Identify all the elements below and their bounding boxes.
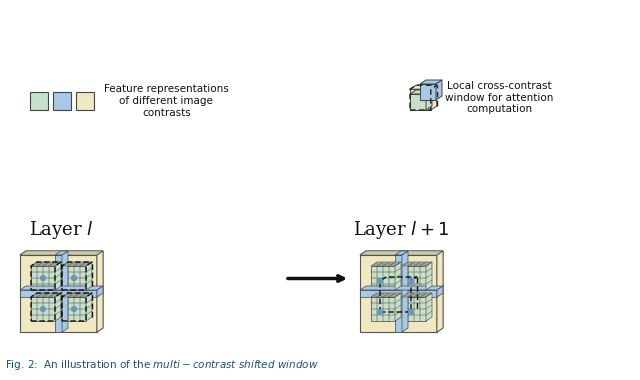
Bar [360,255,437,332]
Polygon shape [426,262,432,290]
Polygon shape [20,251,103,255]
Text: Local cross-contrast
window for attention
computation: Local cross-contrast window for attentio… [445,81,553,114]
Bar [62,266,86,290]
Circle shape [40,276,45,280]
Polygon shape [402,293,432,297]
Polygon shape [426,293,432,321]
Polygon shape [62,293,92,297]
Polygon shape [402,251,408,332]
Circle shape [408,309,413,315]
Polygon shape [55,262,61,290]
Polygon shape [410,90,432,94]
Bar [410,89,431,110]
Bar [20,290,97,297]
Bar [420,84,436,100]
Polygon shape [86,262,92,290]
Bar [62,297,86,321]
Polygon shape [436,80,442,100]
Bar [402,266,426,290]
Bar [360,290,437,297]
Polygon shape [426,90,432,110]
Bar [395,255,402,332]
Polygon shape [371,262,401,266]
Polygon shape [437,286,443,297]
Circle shape [72,307,77,312]
Polygon shape [420,80,442,84]
Polygon shape [402,262,432,266]
Polygon shape [20,251,103,255]
Text: Feature representations
of different image
contrasts: Feature representations of different ima… [104,84,228,117]
Bar [410,94,426,110]
Polygon shape [97,286,103,297]
Polygon shape [20,286,103,290]
Bar [30,92,48,110]
Polygon shape [62,262,92,266]
Bar [402,297,426,321]
Text: Layer $l$: Layer $l$ [29,219,94,241]
Circle shape [378,309,383,315]
Bar [76,92,94,110]
Polygon shape [395,251,408,255]
Text: Layer $l+1$: Layer $l+1$ [353,219,450,241]
Polygon shape [97,251,103,332]
Polygon shape [55,251,68,255]
Text: Fig. 2:  An illustration of the $\it{multi-contrast\ shifted\ window}$: Fig. 2: An illustration of the $\it{mult… [5,358,319,372]
Bar [371,297,395,321]
Polygon shape [97,251,103,332]
Bar [31,297,55,321]
Polygon shape [55,293,61,321]
Circle shape [72,276,77,280]
Polygon shape [437,251,443,332]
Polygon shape [360,251,443,255]
Circle shape [378,279,383,283]
Circle shape [408,279,413,283]
Circle shape [40,307,45,312]
Polygon shape [86,293,92,321]
Polygon shape [410,85,437,89]
Polygon shape [395,293,401,321]
Bar [371,266,395,290]
Polygon shape [360,251,443,255]
Polygon shape [31,293,61,297]
Polygon shape [437,251,443,332]
Polygon shape [395,262,401,290]
Bar [20,255,97,332]
Polygon shape [431,85,437,110]
Polygon shape [31,262,61,266]
Polygon shape [62,251,68,332]
Polygon shape [371,293,401,297]
Bar [55,255,62,332]
Bar [53,92,71,110]
Polygon shape [360,286,443,290]
Bar [31,266,55,290]
